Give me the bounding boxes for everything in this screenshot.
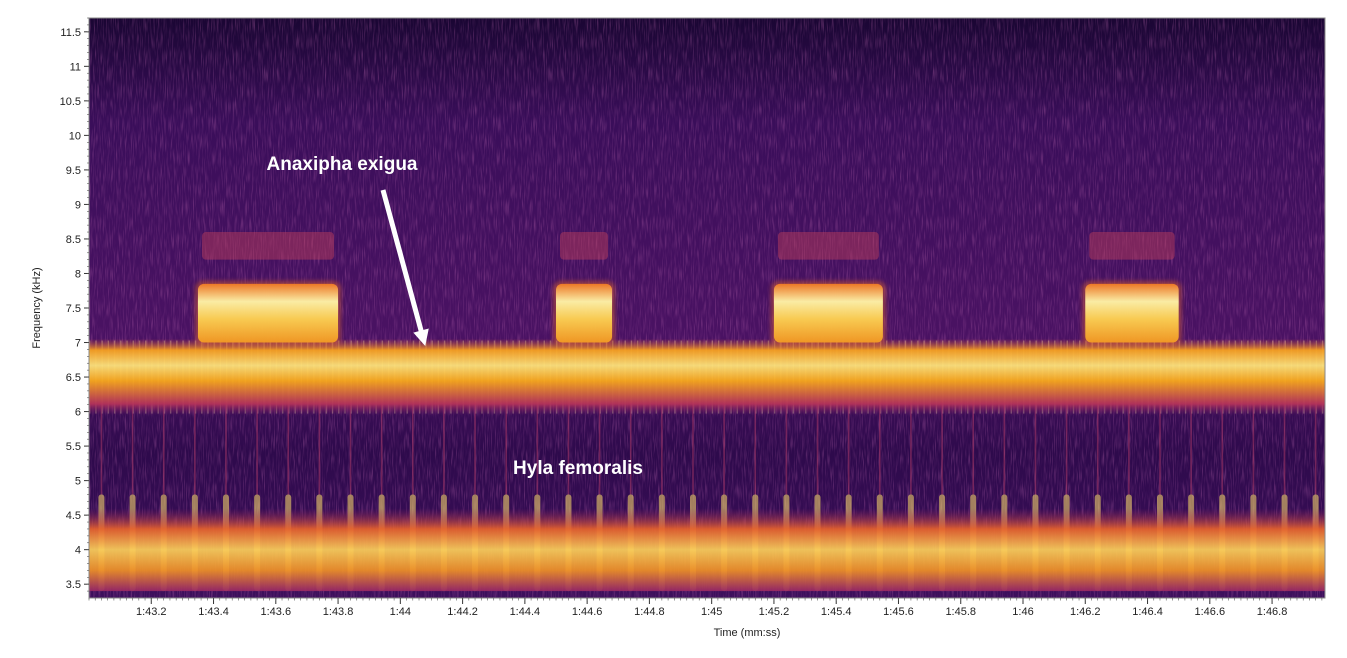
frog-harmonic-streak [162,397,165,495]
y-tick-label: 5 [75,476,81,488]
frog-harmonic-streak [598,397,601,495]
y-tick-label: 9.5 [66,165,81,177]
frog-harmonic-streak [256,397,258,495]
arrow-shaft [380,189,425,335]
frog-harmonic-streak [1221,397,1224,495]
frog-harmonic-streak [536,397,539,495]
y-tick-label: 7 [75,338,81,350]
y-tick-label: 6 [75,407,81,419]
trill-burst-harmonic [560,232,609,260]
frog-harmonic-streak [1314,397,1317,495]
y-tick-label: 7.5 [66,303,81,315]
frog-harmonic-streak [1034,397,1037,495]
frog-harmonic-streak [349,397,352,495]
frog-harmonic-streak [723,397,725,495]
x-axis-label: Time (mm:ss) [714,627,781,639]
y-tick-label: 11 [70,61,81,73]
x-tick-label: 1:45 [701,606,722,618]
frog-harmonic-streak [1283,397,1286,495]
frog-harmonic-streak [411,397,414,495]
x-tick-label: 1:46.6 [1195,606,1226,618]
cricket-band [89,338,1325,416]
x-tick-label: 1:45.6 [883,606,914,618]
trill-burst [556,283,613,343]
frog-harmonic-streak [131,397,134,495]
arrow-head [413,328,429,346]
frog-harmonic-streak [878,397,881,495]
x-tick-label: 1:43.8 [323,606,354,618]
frog-harmonic-streak [1159,397,1161,495]
frog-harmonic-streak [225,397,227,495]
frog-harmonic-streak [1065,397,1068,495]
trill-burst-harmonic [777,232,879,260]
species-label-hyla: Hyla femoralis [513,458,643,479]
spectrogram-plot [89,18,1325,598]
x-tick-label: 1:43.2 [136,606,167,618]
burst-layer [194,232,1182,346]
band-layer [89,338,1325,592]
x-tick-label: 1:45.4 [821,606,852,618]
frog-harmonic-streak [1128,397,1130,495]
x-tick-label: 1:46.4 [1132,606,1163,618]
frog-harmonic-streak [287,397,290,495]
trill-burst [773,283,883,343]
frog-harmonic-streak [567,397,570,495]
y-tick-label: 11.5 [60,27,81,39]
x-tick-label: 1:45.2 [759,606,790,618]
x-tick-label: 1:46.8 [1257,606,1288,618]
x-tick-label: 1:44.6 [572,606,603,618]
trill-burst [197,283,339,343]
x-tick-label: 1:46 [1012,606,1033,618]
frog-harmonic-streak [972,397,974,495]
trill-burst-harmonic [1089,232,1175,260]
frog-harmonic-streak [1096,397,1099,495]
frog-harmonic-streak [380,397,383,495]
frog-harmonic-streak [194,397,196,495]
x-tick-label: 1:44.8 [634,606,665,618]
y-tick-label: 6.5 [66,372,81,384]
y-tick-label: 3.5 [66,579,81,591]
y-tick-label: 10.5 [60,96,81,108]
frog-harmonic-streak [847,397,850,495]
frog-harmonic-streak [941,397,943,495]
frog-harmonic-streak [474,397,476,495]
x-tick-label: 1:45.8 [945,606,976,618]
frog-harmonic-streak [443,397,445,495]
frog-harmonic-streak [785,397,788,495]
frog-harmonic-streak [910,397,912,495]
x-tick-label: 1:43.6 [261,606,292,618]
frog-harmonic-streak [1190,397,1192,495]
frog-harmonic-streak [692,397,694,495]
frog-harmonic-streak [629,397,632,495]
x-tick-label: 1:46.2 [1070,606,1101,618]
y-tick-label: 8 [75,268,81,280]
y-tick-label: 8.5 [66,234,81,246]
x-axis: 1:43.2 1:43.4 1:43.6 1:43.8 1:44 1:44.2 1:44.4… [88,598,1323,618]
frog-harmonic-streak [816,397,819,495]
y-tick-label: 5.5 [66,441,81,453]
annotations: Anaxipha exigua Hyla femoralis [267,154,643,479]
y-tick-label: 4 [75,545,81,557]
species-label-anaxipha: Anaxipha exigua [267,154,418,175]
frog-band [89,508,1325,592]
trill-burst [1085,283,1179,343]
frog-harmonic-streak [661,397,663,495]
frog-harmonic-streak [1252,397,1255,495]
x-tick-label: 1:44.4 [510,606,541,618]
x-tick-label: 1:44 [390,606,411,618]
frog-harmonic-streak [505,397,507,495]
y-axis-label: Frequency (kHz) [31,267,43,348]
trill-burst-harmonic [201,232,335,260]
y-axis: 3.5 4 4.5 5 5.5 6 6.5 7 7.5 8 8.5 9 9.5 10 10.5 11 11.5 [60,17,89,592]
y-tick-label: 9 [75,199,81,211]
y-tick-label: 10 [69,130,81,142]
frog-harmonic-streak [1003,397,1006,495]
x-tick-label: 1:44.2 [447,606,478,618]
frog-harmonic-streak [754,397,757,495]
frog-harmonic-streak [100,397,103,495]
frog-harmonic-streak [318,397,321,495]
x-tick-label: 1:43.4 [198,606,229,618]
y-tick-label: 4.5 [66,510,81,522]
